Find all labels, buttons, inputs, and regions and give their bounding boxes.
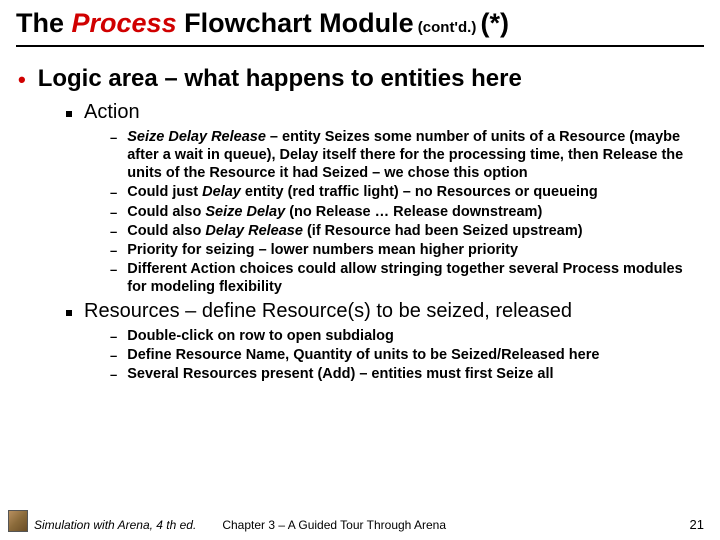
bullet-square-icon: [66, 310, 72, 316]
level3-row: –Double-click on row to open subdialog: [110, 327, 704, 345]
level3-row: –Priority for seizing – lower numbers me…: [110, 241, 704, 259]
level3-row: –Seize Delay Release – entity Seizes som…: [110, 128, 704, 182]
bullet-square-icon: [66, 111, 72, 117]
level3-text: Different Action choices could allow str…: [127, 260, 704, 296]
level2-text: Action: [84, 101, 140, 124]
level3-text: Priority for seizing – lower numbers mea…: [127, 241, 518, 259]
level3-text: Could just Delay entity (red traffic lig…: [127, 183, 598, 201]
level3-row: –Several Resources present (Add) – entit…: [110, 365, 704, 383]
level3-text: Seize Delay Release – entity Seizes some…: [127, 128, 704, 182]
title-star: (*): [481, 8, 510, 38]
level1-row: • Logic area – what happens to entities …: [18, 65, 704, 93]
level3-text: Define Resource Name, Quantity of units …: [127, 346, 599, 364]
title-part2: Process: [72, 8, 177, 38]
bullet-dash-icon: –: [110, 262, 117, 277]
bullet-dash-icon: –: [110, 348, 117, 363]
bullet-dash-icon: –: [110, 224, 117, 239]
level2-text: Resources – define Resource(s) to be sei…: [84, 300, 572, 323]
level2-row: Action: [66, 101, 704, 124]
level3-row: –Define Resource Name, Quantity of units…: [110, 346, 704, 364]
level3-text: Could also Seize Delay (no Release … Rel…: [127, 203, 542, 221]
footer-center: Chapter 3 – A Guided Tour Through Arena: [222, 518, 446, 532]
footer-left: Simulation with Arena, 4 th ed.: [34, 518, 196, 532]
slide-title: The Process Flowchart Module (cont'd.) (…: [16, 8, 704, 47]
bullet-dash-icon: –: [110, 185, 117, 200]
title-contd: (cont'd.): [414, 19, 481, 36]
bullet-dash-icon: –: [110, 130, 117, 145]
level3-row: –Different Action choices could allow st…: [110, 260, 704, 296]
bullet-dash-icon: –: [110, 243, 117, 258]
level3-row: –Could also Seize Delay (no Release … Re…: [110, 203, 704, 221]
level1-text: Logic area – what happens to entities he…: [38, 65, 522, 93]
level2-row: Resources – define Resource(s) to be sei…: [66, 300, 704, 323]
bullet-dot-icon: •: [18, 69, 26, 91]
level3-text: Double-click on row to open subdialog: [127, 327, 394, 345]
bullet-dash-icon: –: [110, 329, 117, 344]
level3-row: –Could just Delay entity (red traffic li…: [110, 183, 704, 201]
level3-text: Several Resources present (Add) – entiti…: [127, 365, 553, 383]
bullet-dash-icon: –: [110, 205, 117, 220]
bullet-dash-icon: –: [110, 367, 117, 382]
book-icon: [8, 510, 28, 532]
level3-text: Could also Delay Release (if Resource ha…: [127, 222, 582, 240]
footer-page-number: 21: [690, 517, 704, 532]
title-part1: The: [16, 8, 72, 38]
title-part3: Flowchart Module: [177, 8, 414, 38]
level3-row: –Could also Delay Release (if Resource h…: [110, 222, 704, 240]
footer: Simulation with Arena, 4 th ed. Chapter …: [0, 510, 720, 532]
